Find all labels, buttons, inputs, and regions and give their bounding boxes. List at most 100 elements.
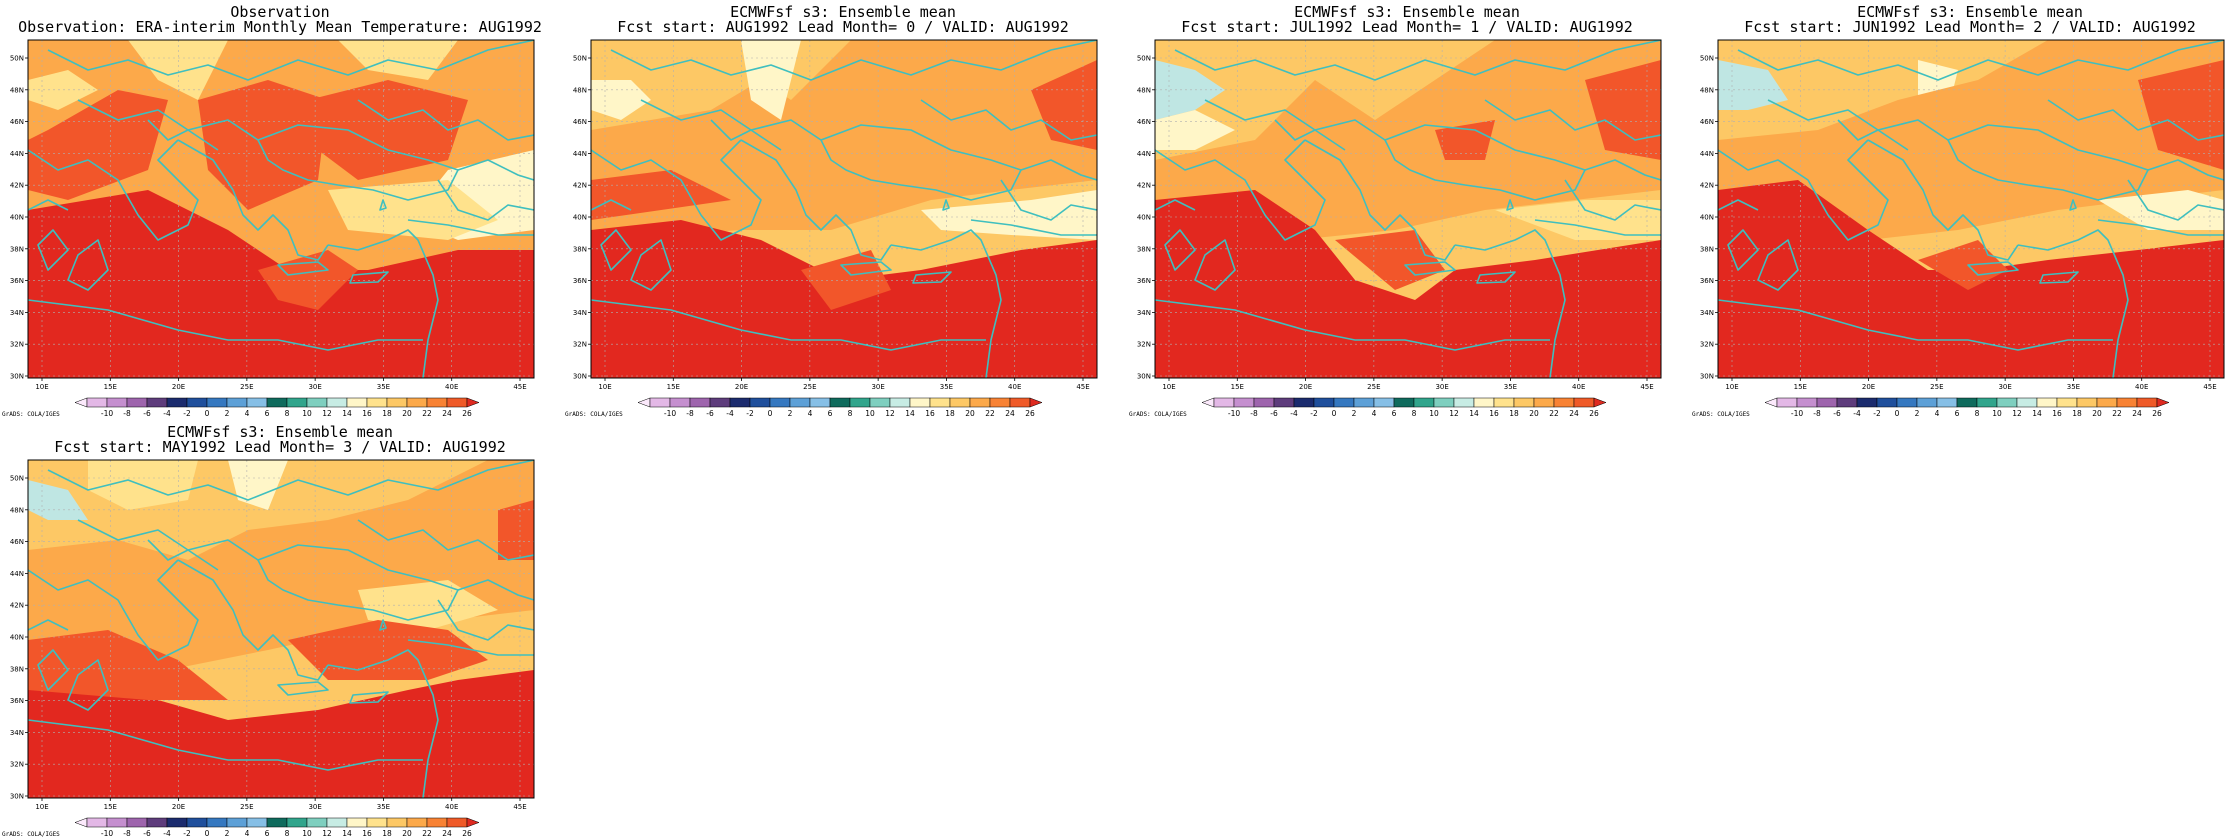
lon-label: 40E (1572, 383, 1585, 391)
colorbar-label: 12 (2012, 409, 2022, 418)
colorbar-label: 20 (2092, 409, 2102, 418)
coastline (1155, 199, 1196, 211)
lat-label: 34N (10, 309, 24, 317)
colorbar-label: 16 (1489, 409, 1499, 418)
colorbar-label: 8 (285, 829, 290, 838)
colorbar-min-arrow (637, 397, 651, 408)
grads-credit: GrADS: COLA/IGES (2, 831, 60, 838)
colorbar-segment (969, 397, 991, 408)
colorbar-label: -8 (686, 409, 694, 418)
coastline (1718, 139, 1889, 241)
coastline (47, 40, 534, 81)
colorbar-segment (1856, 397, 1878, 408)
temperature-zone (28, 460, 534, 680)
colorbar-segment (166, 397, 188, 408)
colorbar-label: -4 (726, 409, 734, 418)
colorbar-label: 6 (828, 409, 833, 418)
temperature-zone (128, 40, 228, 100)
colorbar-label: 18 (2072, 409, 2082, 418)
colorbar-segment (146, 817, 168, 828)
colorbar-segment (2056, 397, 2078, 408)
lon-label: 10E (35, 803, 48, 811)
panel-subtitle: Observation: ERA-interim Monthly Mean Te… (18, 18, 542, 36)
colorbar-label: 16 (925, 409, 935, 418)
coastline (28, 299, 423, 351)
colorbar-segment (749, 397, 771, 408)
colorbar-segment (649, 397, 671, 408)
coastline (1737, 40, 2224, 81)
map-svg: 10E 15E 20E 25E 30E 35E 40E 45E 30N 32N 34N 36N 38N 4… (1700, 39, 2225, 418)
colorbar-label: 10 (1429, 409, 1439, 418)
grads-credit: GrADS: COLA/IGES (1692, 411, 1750, 418)
panel-title: Observation (230, 3, 330, 21)
lat-label: 40N (1700, 214, 1714, 222)
lon-label: 40E (1008, 383, 1021, 391)
lat-label: 32N (10, 761, 24, 769)
lon-label: 25E (803, 383, 816, 391)
colorbar-segment (1413, 397, 1435, 408)
colorbar-label: -6 (1270, 409, 1278, 418)
lon-label: 10E (1162, 383, 1175, 391)
colorbar-label: 2 (788, 409, 793, 418)
colorbar-label: 10 (302, 829, 312, 838)
colorbar-label: -10 (101, 409, 113, 418)
colorbar-segment (106, 397, 128, 408)
lon-label: 35E (1504, 383, 1517, 391)
temperature-zone (338, 40, 458, 80)
lon-label: 30E (1998, 383, 2011, 391)
temperature-zone (1435, 120, 1495, 160)
lon-label: 20E (1299, 383, 1312, 391)
colorbar-segment (386, 397, 408, 408)
lon-label: 40E (2135, 383, 2148, 391)
map-svg: 10E 15E 20E 25E 30E 35E 40E 45E 30N 32N 34N 36N 38N 4… (10, 459, 535, 838)
coastline (357, 519, 534, 561)
colorbar-segment (1573, 397, 1595, 408)
lat-label: 46N (10, 118, 24, 126)
lat-label: 48N (1700, 86, 1714, 94)
coastline (37, 229, 69, 271)
colorbar-segment (1373, 397, 1395, 408)
lat-label: 44N (1137, 150, 1151, 158)
coastline (77, 99, 259, 141)
lat-label: 40N (10, 634, 24, 642)
coastline (630, 239, 672, 291)
colorbar-segment (1253, 397, 1275, 408)
lon-label: 45E (513, 383, 526, 391)
map-panel-lead-0: 10E 15E 20E 25E 30E 35E 40E 45E 30N 32N 34N 36N 38N 4… (563, 0, 1123, 420)
temperature-zone (591, 40, 1097, 240)
colorbar-label: 26 (2152, 409, 2162, 418)
lat-label: 40N (573, 214, 587, 222)
coastline (2017, 229, 2129, 378)
colorbar-segment (406, 817, 428, 828)
lat-label: 32N (1700, 341, 1714, 349)
colorbar: -10 -8 -6 -4 -2 0 2 4 6 8 10 12 14 16 18 20 22 24 26 (74, 817, 480, 838)
lon-label: 10E (598, 383, 611, 391)
colorbar: -10 -8 -6 -4 -2 0 2 4 6 8 10 12 14 16 18 20 22 24 26 (74, 397, 480, 418)
coastline (600, 229, 632, 271)
coastline (740, 139, 892, 261)
lon-label: 10E (35, 383, 48, 391)
colorbar-label: 6 (1955, 409, 1960, 418)
coastline (349, 691, 389, 704)
colorbar-segment (406, 397, 428, 408)
panel-title: ECMWFsf s3: Ensemble mean (1857, 3, 2083, 21)
temperature-field (1718, 40, 2224, 378)
coastline (277, 261, 329, 276)
coastline (610, 40, 1097, 81)
temperature-zone (28, 630, 228, 700)
coastline (349, 271, 389, 284)
coastline (912, 271, 952, 284)
coastline (840, 261, 892, 276)
temperature-zone (921, 190, 1097, 240)
colorbar-label: 4 (808, 409, 813, 418)
colorbar-segment (186, 817, 208, 828)
colorbar-label: -10 (1228, 409, 1240, 418)
lon-label: 20E (1862, 383, 1875, 391)
colorbar-segment (186, 397, 208, 408)
coastline (379, 619, 387, 631)
lon-label: 20E (172, 803, 185, 811)
colorbar-min-arrow (1764, 397, 1778, 408)
colorbar-label: 26 (1589, 409, 1599, 418)
colorbar-segment (86, 817, 108, 828)
colorbar-label: 26 (462, 409, 472, 418)
